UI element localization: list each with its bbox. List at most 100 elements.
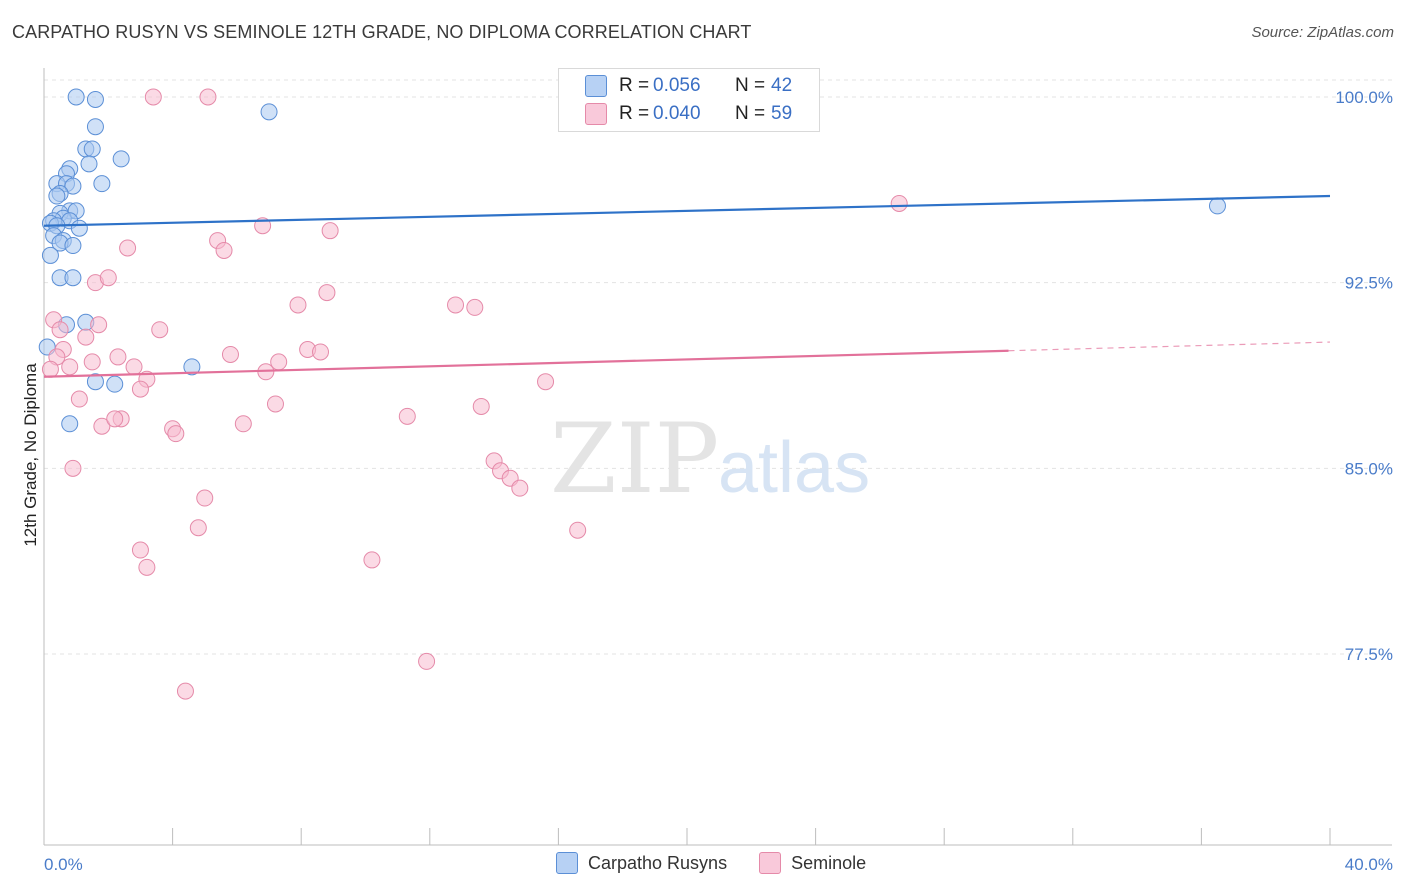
y-tick-label: 100.0% <box>1335 88 1393 107</box>
series-legend-seminole[interactable]: Seminole <box>759 852 866 874</box>
legend-swatch-pink <box>585 103 607 125</box>
seminole-point <box>289 296 307 314</box>
seminole-point <box>125 358 143 376</box>
watermark-zip: ZIP <box>550 403 719 515</box>
seminole-point <box>472 397 490 415</box>
chart-title: CARPATHO RUSYN VS SEMINOLE 12TH GRADE, N… <box>12 22 752 42</box>
seminole-point <box>106 410 124 428</box>
carpatho-point <box>64 237 82 255</box>
carpatho-point <box>48 187 66 205</box>
legend-n-label: N = <box>735 103 766 124</box>
seminole-point <box>447 296 465 314</box>
watermark: ZIP atlas <box>550 403 870 515</box>
seminole-point <box>537 373 555 391</box>
carpatho-point <box>86 90 104 108</box>
seminole-point <box>196 489 214 507</box>
seminole-point <box>270 353 288 371</box>
seminole-point <box>77 328 95 346</box>
seminole-point <box>93 417 111 435</box>
seminole-point <box>569 521 587 539</box>
watermark-atlas: atlas <box>718 428 870 508</box>
label-layer: 100.0% 92.5% 85.0% 77.5% 0.0% 40.0% <box>44 88 1393 874</box>
carpatho-point <box>64 269 82 287</box>
x-tick-label-min: 0.0% <box>44 855 83 874</box>
y-axis-label: 12th Grade, No Diploma <box>21 363 40 547</box>
carpatho-point <box>183 358 201 376</box>
seminole-point <box>418 652 436 670</box>
y-tick-label: 85.0% <box>1345 459 1393 478</box>
legend-n-value: 42 <box>771 75 793 96</box>
grid-layer <box>44 79 1392 655</box>
legend-r-label: R = <box>619 103 650 124</box>
carpatho-point <box>112 150 130 168</box>
points-layer <box>38 88 1226 700</box>
seminole-trend-extension <box>1008 341 1331 352</box>
seminole-point <box>70 390 88 408</box>
carpatho-point <box>86 118 104 136</box>
legend-n-value: 59 <box>771 103 793 124</box>
legend-r-label: R = <box>619 75 650 96</box>
legend-row-carpatho: R = 0.056 N = 42 <box>585 73 792 99</box>
series-label: Seminole <box>791 852 867 873</box>
series-label: Carpatho Rusyns <box>588 852 728 873</box>
seminole-point <box>64 459 82 477</box>
seminole-point <box>138 558 156 576</box>
carpatho-point <box>41 246 59 264</box>
carpatho-point <box>260 103 278 121</box>
seminole-point <box>109 348 127 366</box>
legend-r-value: 0.056 <box>653 75 701 96</box>
carpatho-point <box>61 415 79 433</box>
seminole-point <box>215 241 233 259</box>
seminole-point <box>83 353 101 371</box>
correlation-legend: R = 0.056 N = 42 R = 0.040 N = 59 <box>558 68 820 132</box>
carpatho-point <box>83 140 101 158</box>
seminole-point <box>131 380 149 398</box>
seminole-point <box>144 88 162 106</box>
carpatho-point <box>93 175 111 193</box>
seminole-point <box>221 345 239 363</box>
carpatho-trend-line <box>43 194 1331 227</box>
series-swatch-blue <box>556 852 578 874</box>
axis-layer <box>43 68 1392 846</box>
carpatho-point <box>67 88 85 106</box>
seminole-point <box>176 682 194 700</box>
seminole-point <box>61 358 79 376</box>
seminole-point <box>321 222 339 240</box>
seminole-trend-line <box>43 349 1009 378</box>
series-legend: Carpatho Rusyns Seminole <box>556 852 898 874</box>
carpatho-point <box>86 373 104 391</box>
carpatho-point <box>80 155 98 173</box>
seminole-point <box>51 321 69 339</box>
seminole-point <box>199 88 217 106</box>
seminole-point <box>466 298 484 316</box>
x-tick-label-max: 40.0% <box>1345 855 1393 874</box>
legend-r-value: 0.040 <box>653 103 701 124</box>
seminole-point <box>151 321 169 339</box>
legend-swatch-blue <box>585 75 607 97</box>
carpatho-point <box>1208 197 1226 215</box>
seminole-point <box>511 479 529 497</box>
seminole-point <box>99 269 117 287</box>
series-legend-carpatho[interactable]: Carpatho Rusyns <box>556 852 727 874</box>
y-tick-label: 92.5% <box>1345 274 1393 293</box>
trend-layer <box>43 194 1331 378</box>
series-swatch-pink <box>759 852 782 874</box>
carpatho-point <box>64 177 82 195</box>
seminole-point <box>311 343 329 361</box>
carpatho-point <box>106 375 124 393</box>
seminole-point <box>398 407 416 425</box>
seminole-point <box>189 519 207 537</box>
source-label: Source: ZipAtlas.com <box>1251 24 1394 41</box>
seminole-point <box>363 551 381 569</box>
seminole-point <box>131 541 149 559</box>
seminole-point <box>41 360 59 378</box>
seminole-point <box>119 239 137 257</box>
legend-n-label: N = <box>735 75 766 96</box>
seminole-point <box>890 194 908 212</box>
legend-row-seminole: R = 0.040 N = 59 <box>585 101 792 127</box>
seminole-point <box>90 316 108 334</box>
carpatho-point <box>70 219 88 237</box>
seminole-point <box>167 425 185 443</box>
seminole-point <box>266 395 284 413</box>
